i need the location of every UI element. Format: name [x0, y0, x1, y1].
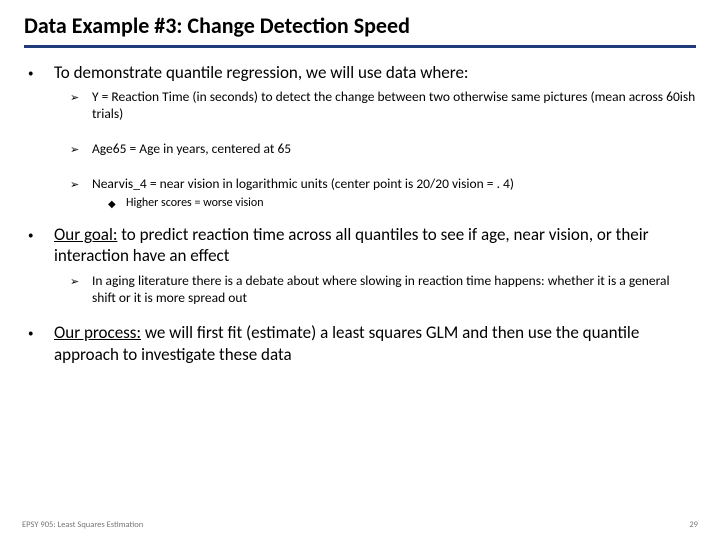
bullet-level2: ➢ Age65 = Age in years, centered at 65	[70, 141, 696, 158]
bullet-level2: ➢ In aging literature there is a debate …	[70, 273, 696, 307]
bullet-glyph: •	[28, 62, 54, 83]
bullet-text: Age65 = Age in years, centered at 65	[92, 141, 696, 158]
bullet-text: Our process: we will first fit (estimate…	[54, 322, 696, 365]
page-number: 29	[689, 520, 698, 530]
bullet-level3: ◆ Higher scores = worse vision	[108, 196, 696, 210]
bullet-text: In aging literature there is a debate ab…	[92, 273, 696, 307]
slide-title: Data Example #3: Change Detection Speed	[24, 12, 696, 45]
arrow-icon: ➢	[70, 176, 92, 193]
slide-footer: EPSY 905: Least Squares Estimation 29	[22, 520, 698, 530]
bullet-text: Higher scores = worse vision	[126, 196, 696, 210]
arrow-icon: ➢	[70, 89, 92, 123]
arrow-icon: ➢	[70, 273, 92, 307]
bullet-level2: ➢ Nearvis_4 = near vision in logarithmic…	[70, 176, 696, 193]
arrow-icon: ➢	[70, 141, 92, 158]
footer-left: EPSY 905: Least Squares Estimation	[22, 520, 143, 530]
goal-label: Our goal:	[54, 224, 117, 245]
goal-text: to predict reaction time across all quan…	[54, 224, 649, 266]
bullet-text: To demonstrate quantile regression, we w…	[54, 62, 696, 83]
bullet-text: Our goal: to predict reaction time acros…	[54, 224, 696, 267]
bullet-level1: • Our goal: to predict reaction time acr…	[28, 224, 696, 267]
bullet-level1: • Our process: we will first fit (estima…	[28, 322, 696, 365]
bullet-level1: • To demonstrate quantile regression, we…	[28, 62, 696, 83]
bullet-glyph: •	[28, 224, 54, 267]
title-underline	[24, 45, 696, 48]
diamond-icon: ◆	[108, 196, 126, 210]
content-area: • To demonstrate quantile regression, we…	[24, 62, 696, 365]
bullet-level2: ➢ Y = Reaction Time (in seconds) to dete…	[70, 89, 696, 123]
bullet-text: Nearvis_4 = near vision in logarithmic u…	[92, 176, 696, 193]
bullet-glyph: •	[28, 322, 54, 365]
bullet-text: Y = Reaction Time (in seconds) to detect…	[92, 89, 696, 123]
process-text: we will first fit (estimate) a least squ…	[54, 322, 639, 364]
process-label: Our process:	[54, 322, 141, 343]
